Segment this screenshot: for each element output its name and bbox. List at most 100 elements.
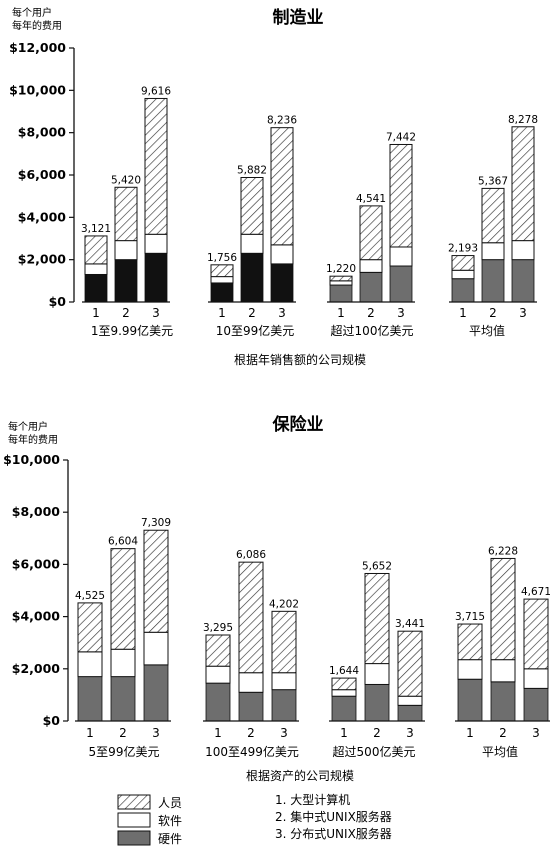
bar-number-label: 2	[489, 306, 497, 320]
bar-segment-personnel	[364, 572, 390, 665]
bar-total-label: 1,756	[207, 252, 237, 264]
bar-segment-hardware	[364, 684, 390, 722]
y-tick-label: $6,000	[18, 167, 67, 182]
bar-number-label: 2	[248, 306, 256, 320]
bar-total-label: 8,236	[267, 115, 297, 127]
bar-total-label: 5,652	[362, 560, 392, 572]
y-axis-label-line1: 每个用户	[12, 6, 52, 19]
bar-segment-software	[457, 659, 483, 680]
bar-segment-hardware	[457, 678, 483, 722]
bar-segment-hardware	[210, 282, 234, 303]
bar-number-label: 3	[152, 306, 160, 320]
bar-segment-personnel	[523, 598, 549, 670]
bar-total-label: 1,644	[329, 665, 359, 677]
bar-segment-hardware	[331, 695, 357, 722]
bar-segment-personnel	[144, 97, 168, 235]
bar-segment-personnel	[481, 187, 505, 244]
legend-swatch-hardware	[117, 830, 151, 846]
bar-groups: 3,121 1 5,420 2 9,616 3 1至9.99亿美元 1,756 1 5,882 2 8…	[81, 85, 538, 338]
bar-number-label: 3	[280, 726, 288, 740]
y-tick-label: $12,000	[9, 40, 66, 55]
bar-segment-software	[481, 242, 505, 261]
bar-segment-software	[77, 651, 103, 678]
x-axis-label: 根据资产的公司规模	[246, 768, 354, 783]
bar-number-label: 3	[532, 726, 540, 740]
y-tick-label: $10,000	[3, 452, 60, 467]
chart-title: 保险业	[272, 414, 324, 435]
bar-segment-personnel	[210, 264, 234, 278]
x-axis-label: 根据年销售额的公司规模	[234, 352, 366, 367]
legend-swatch-software	[117, 812, 151, 828]
bar-number-label: 1	[340, 726, 348, 740]
bar-segment-personnel	[143, 529, 169, 633]
bar-number-label: 2	[373, 726, 381, 740]
bar-number-label: 1	[214, 726, 222, 740]
bar-segment-software	[84, 263, 108, 275]
bar-number-label: 3	[519, 306, 527, 320]
bar-segment-software	[205, 665, 231, 684]
bar-segment-personnel	[110, 548, 136, 650]
bar-number-label: 1	[459, 306, 467, 320]
group-label: 100至499亿美元	[205, 744, 299, 759]
bar-segment-software	[238, 672, 264, 693]
group-label: 超过500亿美元	[333, 744, 416, 759]
bar-number-label: 1	[337, 306, 345, 320]
legend-label-personnel: 人员	[158, 796, 182, 810]
legend-swatch-personnel	[117, 794, 151, 810]
bar-segment-hardware	[359, 271, 383, 303]
bar-total-label: 3,441	[395, 618, 425, 630]
bar-total-label: 5,882	[237, 164, 267, 176]
bar-number-label: 1	[218, 306, 226, 320]
bar-segment-software	[271, 672, 297, 691]
bar-segment-software	[329, 280, 353, 286]
bar-total-label: 6,086	[236, 549, 266, 561]
bar-total-label: 3,295	[203, 622, 233, 634]
bar-segment-personnel	[451, 255, 475, 271]
bar-segment-personnel	[331, 677, 357, 691]
bar-total-label: 7,309	[141, 517, 171, 529]
manufacturing-chart: 制造业 每个用户 每年的费用 $0 $2,000 $4,000 $6,000 $8,00…	[9, 6, 538, 367]
y-tick-label: $2,000	[12, 661, 61, 676]
legend-label-hardware: 硬件	[158, 832, 182, 846]
bar-total-label: 4,202	[269, 598, 299, 610]
bar-segment-software	[143, 631, 169, 666]
chart-title: 制造业	[273, 7, 324, 28]
bar-number-label: 2	[122, 306, 130, 320]
y-tick-label: $6,000	[12, 556, 61, 571]
bar-segment-software	[144, 233, 168, 254]
bar-segment-hardware	[271, 689, 297, 722]
bar-number-label: 1	[466, 726, 474, 740]
legend-label-software: 软件	[158, 814, 182, 828]
bar-segment-software	[511, 240, 535, 261]
bar-segment-personnel	[238, 561, 264, 674]
bar-segment-hardware	[270, 263, 294, 303]
bar-segment-hardware	[144, 252, 168, 303]
bar-segment-software	[270, 244, 294, 265]
bar-total-label: 9,616	[141, 85, 171, 97]
bar-segment-personnel	[271, 610, 297, 674]
bar-segment-software	[451, 269, 475, 280]
bar-total-label: 5,420	[111, 174, 141, 186]
bar-segment-hardware	[110, 676, 136, 722]
bar-total-label: 5,367	[478, 175, 508, 187]
bar-total-label: 3,715	[455, 611, 485, 623]
group-label: 10至99亿美元	[216, 323, 295, 338]
bar-segment-hardware	[481, 259, 505, 303]
bar-number-label: 2	[499, 726, 507, 740]
bar-segment-software	[359, 259, 383, 273]
bar-segment-personnel	[205, 634, 231, 667]
bar-segment-software	[364, 663, 390, 685]
bar-total-label: 7,442	[386, 131, 416, 143]
bar-total-label: 6,228	[488, 545, 518, 557]
bar-number-label: 1	[86, 726, 94, 740]
bar-segment-hardware	[523, 687, 549, 722]
y-axis-label-line2: 每年的费用	[12, 19, 62, 32]
bar-segment-hardware	[329, 284, 353, 303]
bar-segment-software	[110, 648, 136, 678]
y-axis-label-line1: 每个用户	[8, 420, 48, 433]
y-axis-label-line2: 每年的费用	[8, 433, 58, 446]
bar-total-label: 6,604	[108, 536, 138, 548]
y-tick-labels: $0 $2,000 $4,000 $6,000 $8,000 $10,000 $12,000	[9, 40, 74, 309]
group-label: 平均值	[482, 744, 518, 759]
